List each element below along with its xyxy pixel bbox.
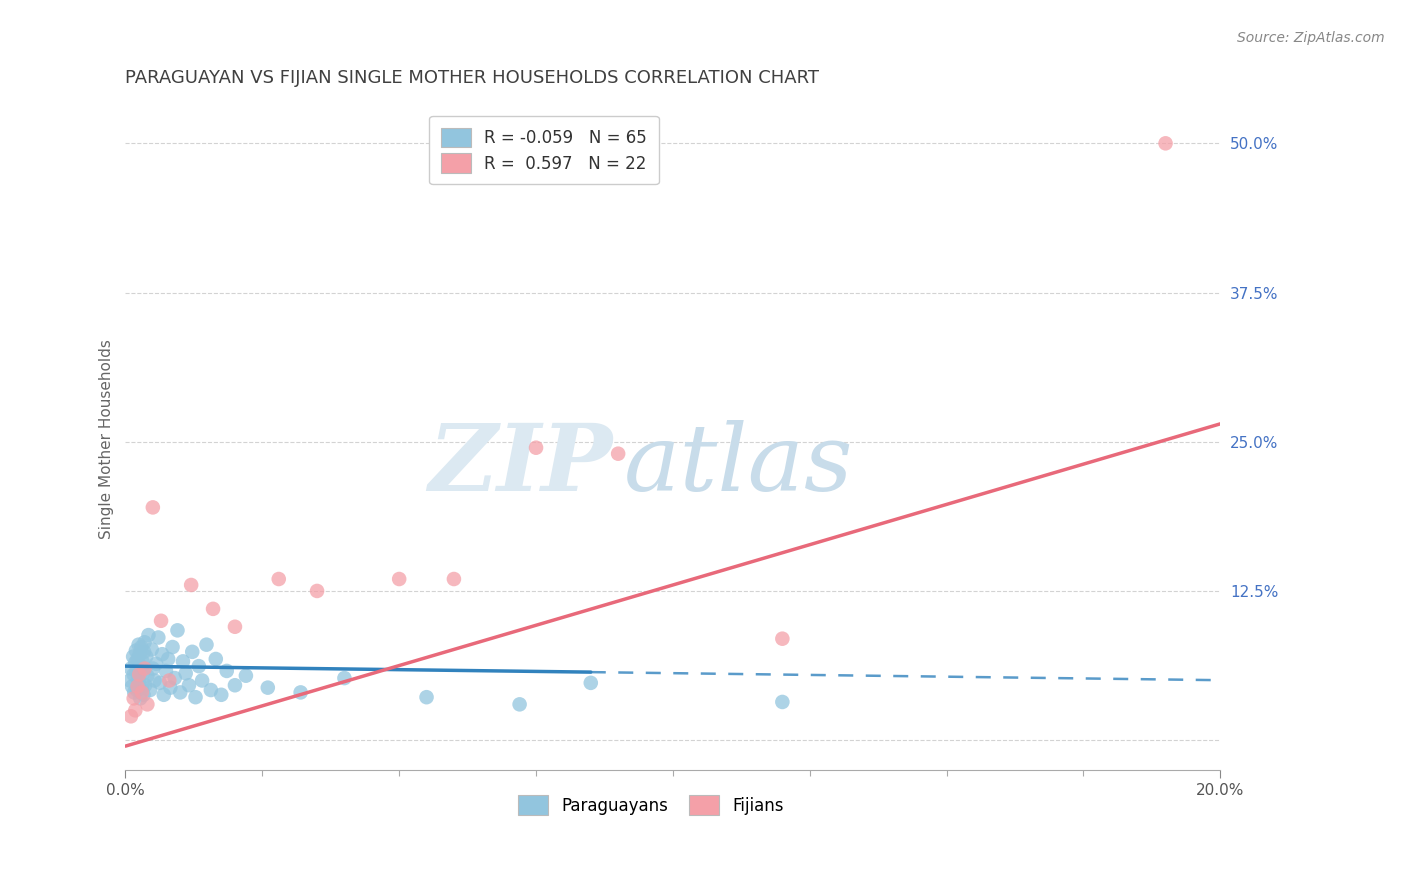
Point (129, 659, 152, 673)
Point (388, 572, 411, 586)
Point (122, 691, 145, 706)
Point (184, 690, 207, 705)
Point (509, 698, 531, 712)
Text: PARAGUAYAN VS FIJIAN SINGLE MOTHER HOUSEHOLDS CORRELATION CHART: PARAGUAYAN VS FIJIAN SINGLE MOTHER HOUSE… (125, 69, 820, 87)
Point (191, 673, 214, 688)
Text: ZIP: ZIP (429, 420, 613, 510)
Point (307, 583, 329, 598)
Point (134, 661, 156, 675)
Point (169, 685, 191, 699)
Point (124, 703, 146, 717)
Point (142, 500, 165, 515)
Point (125, 683, 148, 698)
Point (122, 685, 145, 699)
Point (131, 640, 153, 654)
Point (267, 572, 290, 586)
Point (224, 620, 246, 634)
Point (128, 647, 150, 661)
Point (143, 673, 166, 688)
Point (120, 661, 142, 675)
Point (127, 652, 149, 666)
Point (770, 632, 793, 646)
Point (134, 635, 156, 649)
Point (139, 683, 162, 698)
Point (122, 649, 145, 664)
Point (157, 673, 180, 688)
Point (122, 667, 145, 681)
Text: atlas: atlas (624, 420, 853, 510)
Point (159, 681, 181, 695)
Point (202, 602, 225, 616)
Point (150, 647, 173, 661)
Point (443, 572, 465, 586)
Point (172, 654, 194, 668)
Text: Source: ZipAtlas.com: Source: ZipAtlas.com (1237, 31, 1385, 45)
Point (128, 676, 150, 690)
Legend: Paraguayans, Fijians: Paraguayans, Fijians (512, 789, 790, 822)
Point (132, 688, 155, 702)
Point (132, 645, 155, 659)
Point (200, 683, 222, 698)
Y-axis label: Single Mother Households: Single Mother Households (100, 339, 114, 539)
Point (524, 441, 547, 455)
Point (152, 688, 174, 702)
Point (163, 671, 186, 685)
Point (127, 680, 149, 694)
Point (131, 681, 153, 695)
Point (177, 678, 200, 692)
Point (141, 642, 163, 657)
Point (138, 628, 160, 642)
Point (148, 631, 170, 645)
Point (132, 666, 155, 681)
Point (579, 676, 602, 690)
Point (162, 640, 184, 654)
Point (181, 645, 204, 659)
Point (204, 652, 226, 666)
Point (135, 649, 157, 664)
Point (155, 664, 177, 678)
Point (256, 681, 278, 695)
Point (174, 666, 197, 681)
Point (150, 614, 173, 628)
Point (209, 688, 232, 702)
Point (127, 671, 149, 685)
Point (1154, 136, 1177, 151)
Point (145, 657, 167, 671)
Point (770, 695, 793, 709)
Point (124, 656, 146, 670)
Point (224, 678, 246, 692)
Point (142, 661, 165, 675)
Point (415, 690, 437, 705)
Point (333, 671, 356, 685)
Point (134, 678, 156, 692)
Point (607, 447, 630, 461)
Point (118, 673, 141, 688)
Point (131, 654, 153, 668)
Point (125, 643, 148, 657)
Point (129, 691, 152, 706)
Point (290, 685, 312, 699)
Point (166, 624, 188, 638)
Point (187, 659, 209, 673)
Point (157, 652, 180, 666)
Point (149, 676, 172, 690)
Point (215, 664, 238, 678)
Point (131, 685, 153, 699)
Point (128, 667, 150, 681)
Point (180, 578, 202, 592)
Point (136, 669, 159, 683)
Point (235, 669, 257, 683)
Point (136, 698, 159, 712)
Point (128, 638, 150, 652)
Point (195, 638, 218, 652)
Point (121, 680, 143, 694)
Point (120, 709, 142, 723)
Point (125, 664, 148, 678)
